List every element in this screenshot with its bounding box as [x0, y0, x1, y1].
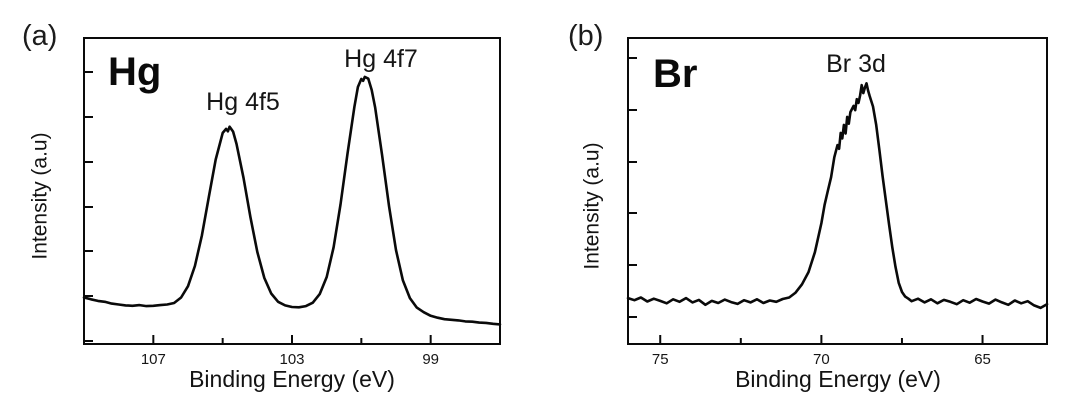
panel-b-element-label: Br [653, 52, 698, 96]
plot-border [627, 37, 1048, 345]
hg-4f7-peak-annotation: Hg 4f7 [344, 45, 418, 73]
plot-border [83, 37, 501, 345]
hg-4f5-peak-annotation: Hg 4f5 [206, 88, 280, 116]
panel-b-y-axis-label: Intensity (a.u) [580, 142, 604, 270]
br-spectrum-plot: 75 70 65 [626, 37, 1049, 368]
panel-b-x-axis-label: Binding Energy (eV) [735, 366, 941, 392]
x-tick-label: 107 [141, 351, 166, 368]
x-tick-label: 65 [974, 351, 991, 368]
panel-a-y-axis-label: Intensity (a.u) [28, 132, 52, 260]
br-3d-peak-annotation: Br 3d [826, 50, 886, 78]
x-tick-label: 70 [813, 351, 830, 368]
spectrum-curve [626, 82, 1049, 310]
spectrum-curve [82, 75, 502, 326]
panel-a-element-label: Hg [108, 50, 162, 94]
x-tick-label: 75 [652, 351, 669, 368]
x-tick-label: 99 [422, 351, 439, 368]
panel-a-index-label: (a) [22, 20, 58, 52]
panel-b-index-label: (b) [568, 20, 604, 52]
x-tick-label: 103 [279, 351, 304, 368]
panel-a-x-axis-label: Binding Energy (eV) [189, 366, 395, 392]
hg-spectrum-plot: 107 103 99 [82, 37, 502, 368]
